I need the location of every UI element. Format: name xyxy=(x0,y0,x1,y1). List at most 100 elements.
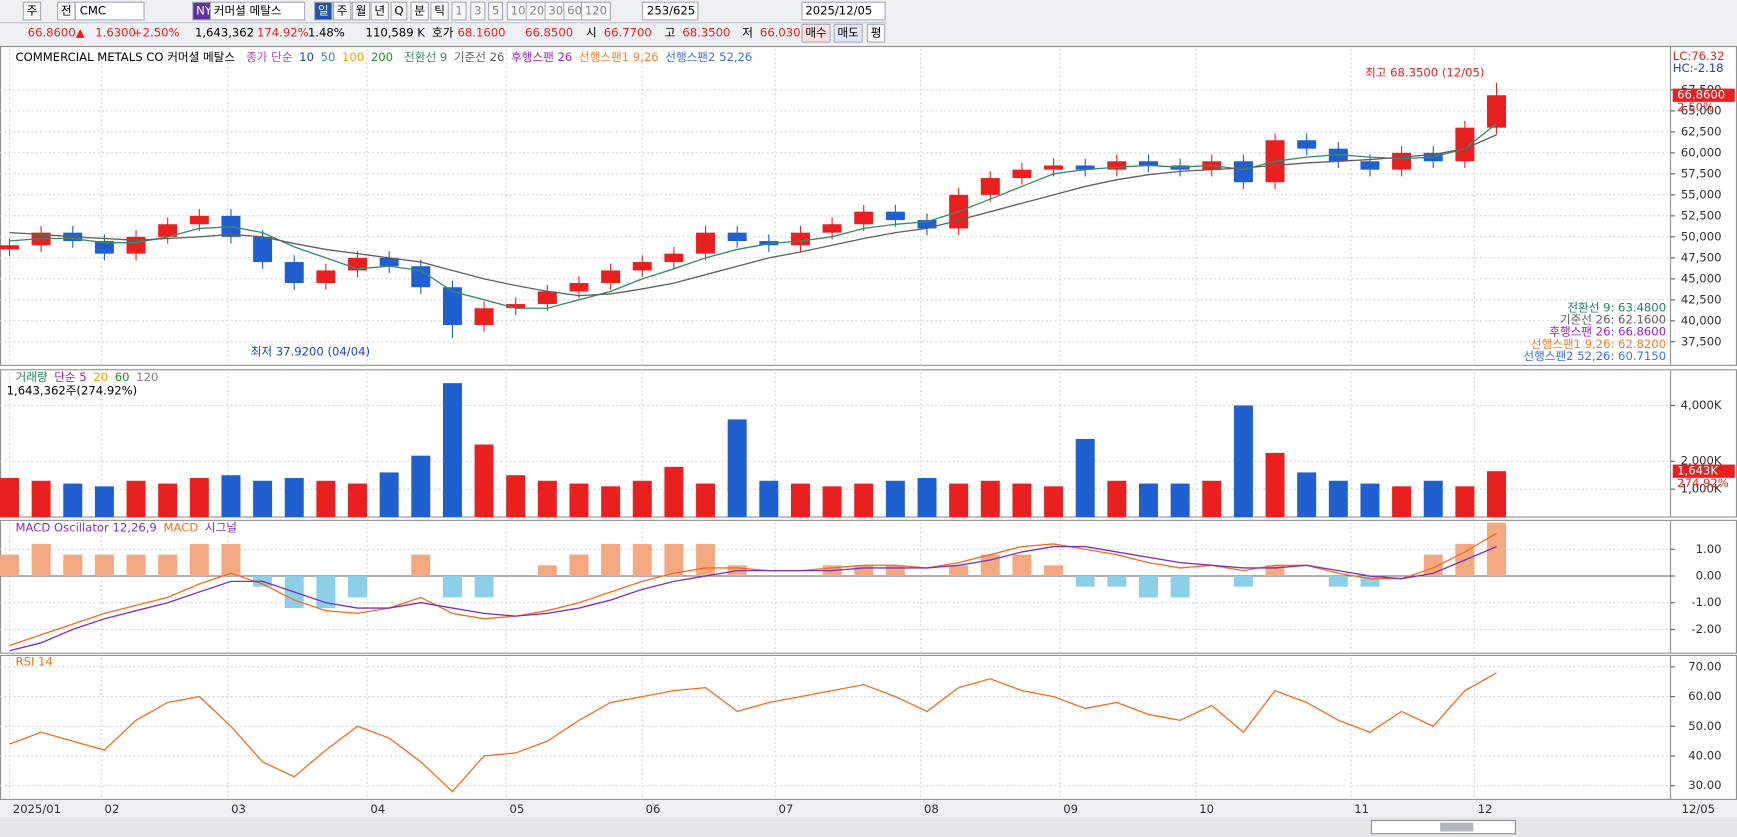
info-sell[interactable]: 매도 xyxy=(837,26,859,40)
volume-bar xyxy=(189,477,209,518)
minute[interactable]: 20 xyxy=(530,4,545,18)
scroll-controls[interactable] xyxy=(1370,819,1516,835)
count-input[interactable] xyxy=(641,1,699,21)
oscillator-bar xyxy=(189,543,209,577)
interval-box[interactable] xyxy=(430,1,449,21)
y-tick-label: 4,000K xyxy=(1681,398,1722,412)
oscillator-bar xyxy=(1265,565,1285,577)
minute[interactable]: 60 xyxy=(567,4,582,18)
legend-item: 120 xyxy=(136,370,158,384)
minute[interactable]: 5 xyxy=(492,4,499,18)
info-buy[interactable]: 매수 xyxy=(805,26,827,40)
minute[interactable]: 1 xyxy=(455,4,462,18)
interval[interactable]: Q xyxy=(394,4,403,18)
interval[interactable]: 틱 xyxy=(434,4,445,18)
interval[interactable]: 년 xyxy=(374,4,385,18)
period-box[interactable] xyxy=(22,1,42,21)
interval[interactable]: 일 xyxy=(318,4,329,18)
candle-body xyxy=(1012,169,1032,179)
oscillator-bar xyxy=(1107,576,1127,587)
info-volume-pct: 174.92% xyxy=(257,26,309,40)
rsi-line xyxy=(9,672,1497,793)
volume-bar xyxy=(727,419,747,518)
volume-bar xyxy=(1044,486,1064,518)
info-avg[interactable]: 평 xyxy=(871,26,882,40)
candle-body xyxy=(94,241,114,254)
name-input[interactable] xyxy=(209,1,306,21)
indicator-value: 후행스팬 26: 66.8600 xyxy=(1549,325,1666,339)
symbol-input[interactable] xyxy=(74,1,145,21)
volume-bar xyxy=(411,455,431,518)
oscillator-bar xyxy=(1328,576,1348,587)
oscillator-bar xyxy=(664,543,684,577)
interval[interactable]: 월 xyxy=(356,4,367,18)
date[interactable]: 2025/12/05 xyxy=(805,4,872,18)
indicator-value: 선행스팬1 9,26: 62.8200 xyxy=(1531,337,1666,351)
legend-item: 100 xyxy=(342,50,364,64)
volume-bar xyxy=(949,483,969,518)
chart-subtitle: 1,643,362주(274.92%) xyxy=(7,383,138,397)
info-sell-box[interactable] xyxy=(833,23,863,43)
volume-bar xyxy=(1487,471,1507,518)
y-tick-label: 62,500 xyxy=(1681,124,1722,138)
y-tick-label: 0.00 xyxy=(1696,569,1722,583)
info-avg-box[interactable] xyxy=(866,23,886,43)
y-tick-label: 60.00 xyxy=(1688,689,1721,703)
interval-box[interactable] xyxy=(410,1,429,21)
volume-bar xyxy=(885,480,905,518)
candle-body xyxy=(189,215,209,225)
legend-item: 200 xyxy=(371,50,393,64)
info-low: 66.0300 xyxy=(760,26,808,40)
minute-box[interactable] xyxy=(451,1,467,21)
info-open-label: 시 xyxy=(586,26,597,40)
minute-box[interactable] xyxy=(581,1,611,21)
interval-box[interactable] xyxy=(351,1,371,21)
legend-item: 후행스팬 26 xyxy=(511,50,572,64)
minute[interactable]: 120 xyxy=(585,4,607,18)
symbol[interactable]: CMC xyxy=(80,4,106,18)
y-tick-label: 37,500 xyxy=(1681,334,1722,348)
x-tick-label: 09 xyxy=(1063,802,1078,816)
last-volume: 1,643K xyxy=(1677,464,1718,478)
high-annotation: 최고 68.3500 (12/05) xyxy=(1365,66,1484,80)
volume-bar xyxy=(253,480,273,518)
volume-bar xyxy=(537,480,557,518)
volume-bar xyxy=(1328,480,1348,518)
volume-bar xyxy=(474,444,494,518)
oscillator-bar xyxy=(94,554,114,577)
info-open: 66.7700 xyxy=(604,26,652,40)
volume-bar xyxy=(854,483,874,518)
stock-name[interactable]: 커머셜 메탈스 xyxy=(214,4,282,18)
info-buy-box[interactable] xyxy=(801,23,831,43)
info-amount: 110,589 K xyxy=(366,26,426,40)
interval-box[interactable] xyxy=(390,1,408,21)
oscillator-bar xyxy=(31,543,51,577)
x-tick-label: 05 xyxy=(510,802,525,816)
minute-box[interactable] xyxy=(470,1,486,21)
candle-body xyxy=(854,211,874,225)
panel-border xyxy=(0,654,1737,800)
date-input[interactable] xyxy=(801,1,886,21)
scroll-thumb[interactable] xyxy=(1440,822,1474,832)
minute[interactable]: 3 xyxy=(474,4,481,18)
count[interactable]: 253 xyxy=(647,4,669,18)
prefix[interactable]: 전 xyxy=(61,4,72,18)
volume-bar xyxy=(1392,486,1412,518)
minute[interactable]: 10 xyxy=(511,4,526,18)
period[interactable]: 주 xyxy=(27,4,38,18)
interval[interactable]: 분 xyxy=(414,4,425,18)
interval[interactable]: 주 xyxy=(337,4,348,18)
x-tick-label: 02 xyxy=(105,802,120,816)
status-bar xyxy=(0,817,1737,837)
exchange[interactable]: NY xyxy=(196,4,213,18)
minute-box[interactable] xyxy=(487,1,504,21)
oscillator-bar xyxy=(1044,565,1064,577)
oscillator-bar xyxy=(411,554,431,577)
minute[interactable]: 30 xyxy=(548,4,563,18)
interval-box[interactable] xyxy=(370,1,389,21)
info-ask: 68.1600 xyxy=(458,26,506,40)
scale-label: HC:-2.18 xyxy=(1673,61,1724,75)
interval-box[interactable] xyxy=(314,1,333,21)
volume-bar xyxy=(664,466,684,518)
interval-box[interactable] xyxy=(332,1,352,21)
